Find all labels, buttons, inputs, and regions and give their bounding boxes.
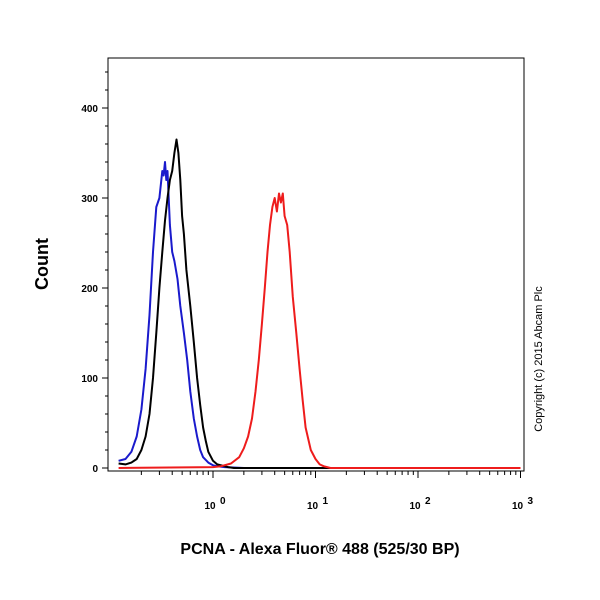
x-tick-exponent: 1 xyxy=(323,496,329,507)
x-tick-exponent: 2 xyxy=(425,496,431,507)
y-tick-label: 0 xyxy=(92,464,98,475)
y-tick-label: 100 xyxy=(81,374,98,385)
series-line xyxy=(118,192,521,469)
y-tick-label: 200 xyxy=(81,284,98,295)
y-tick-label: 300 xyxy=(81,194,98,205)
histogram-series xyxy=(118,138,521,469)
x-axis-title: PCNA - Alexa Fluor® 488 (525/30 BP) xyxy=(180,541,459,558)
y-axis-title: Count xyxy=(32,238,52,290)
copyright-text: Copyright (c) 2015 Abcam Plc xyxy=(533,286,545,432)
x-tick-label: 10 xyxy=(307,501,319,512)
x-tick-exponent: 3 xyxy=(528,496,534,507)
x-tick-label: 10 xyxy=(512,501,524,512)
x-axis: 10 0 10 1 10 2 10 3 xyxy=(140,471,534,512)
plot-area xyxy=(107,57,525,472)
series-line xyxy=(118,161,521,469)
x-tick-exponent: 0 xyxy=(220,496,226,507)
y-axis: 0 100 200 300 400 xyxy=(81,71,108,475)
x-tick-label: 10 xyxy=(204,501,216,512)
x-tick-label: 10 xyxy=(409,501,421,512)
y-tick-label: 400 xyxy=(81,104,98,115)
series-line xyxy=(118,138,521,469)
